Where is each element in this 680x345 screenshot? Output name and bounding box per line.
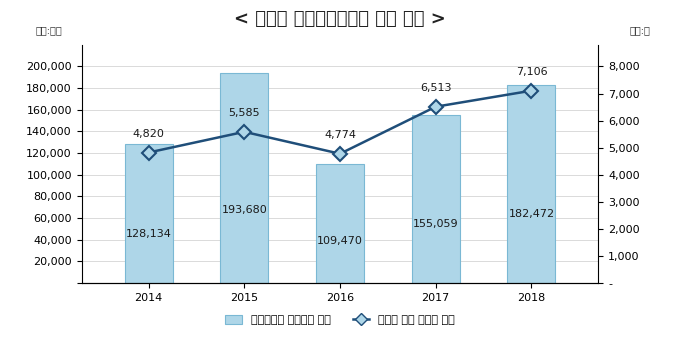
Bar xyxy=(220,73,268,283)
Legend: 이익배당금 지급금액 합계, 배당금 지급 펀드수 합계: 이익배당금 지급금액 합계, 배당금 지급 펀드수 합계 xyxy=(220,311,460,330)
Text: 193,680: 193,680 xyxy=(222,205,267,215)
Bar xyxy=(412,115,460,283)
Text: 182,472: 182,472 xyxy=(509,209,554,219)
Bar xyxy=(507,86,556,283)
Text: 4,820: 4,820 xyxy=(133,129,165,139)
Text: 단위:건: 단위:건 xyxy=(629,25,650,35)
Text: 단위:억원: 단위:억원 xyxy=(35,25,62,35)
Text: 7,106: 7,106 xyxy=(515,67,547,77)
Text: 109,470: 109,470 xyxy=(317,236,363,246)
Text: 128,134: 128,134 xyxy=(126,229,171,239)
Text: 6,513: 6,513 xyxy=(420,83,452,93)
Bar xyxy=(316,165,364,283)
Text: < 연도별 펀드이익배당금 지급 현황 >: < 연도별 펀드이익배당금 지급 현황 > xyxy=(234,10,446,28)
Bar xyxy=(124,144,173,283)
Text: 155,059: 155,059 xyxy=(413,219,458,229)
Text: 4,774: 4,774 xyxy=(324,130,356,140)
Text: 5,585: 5,585 xyxy=(228,108,260,118)
